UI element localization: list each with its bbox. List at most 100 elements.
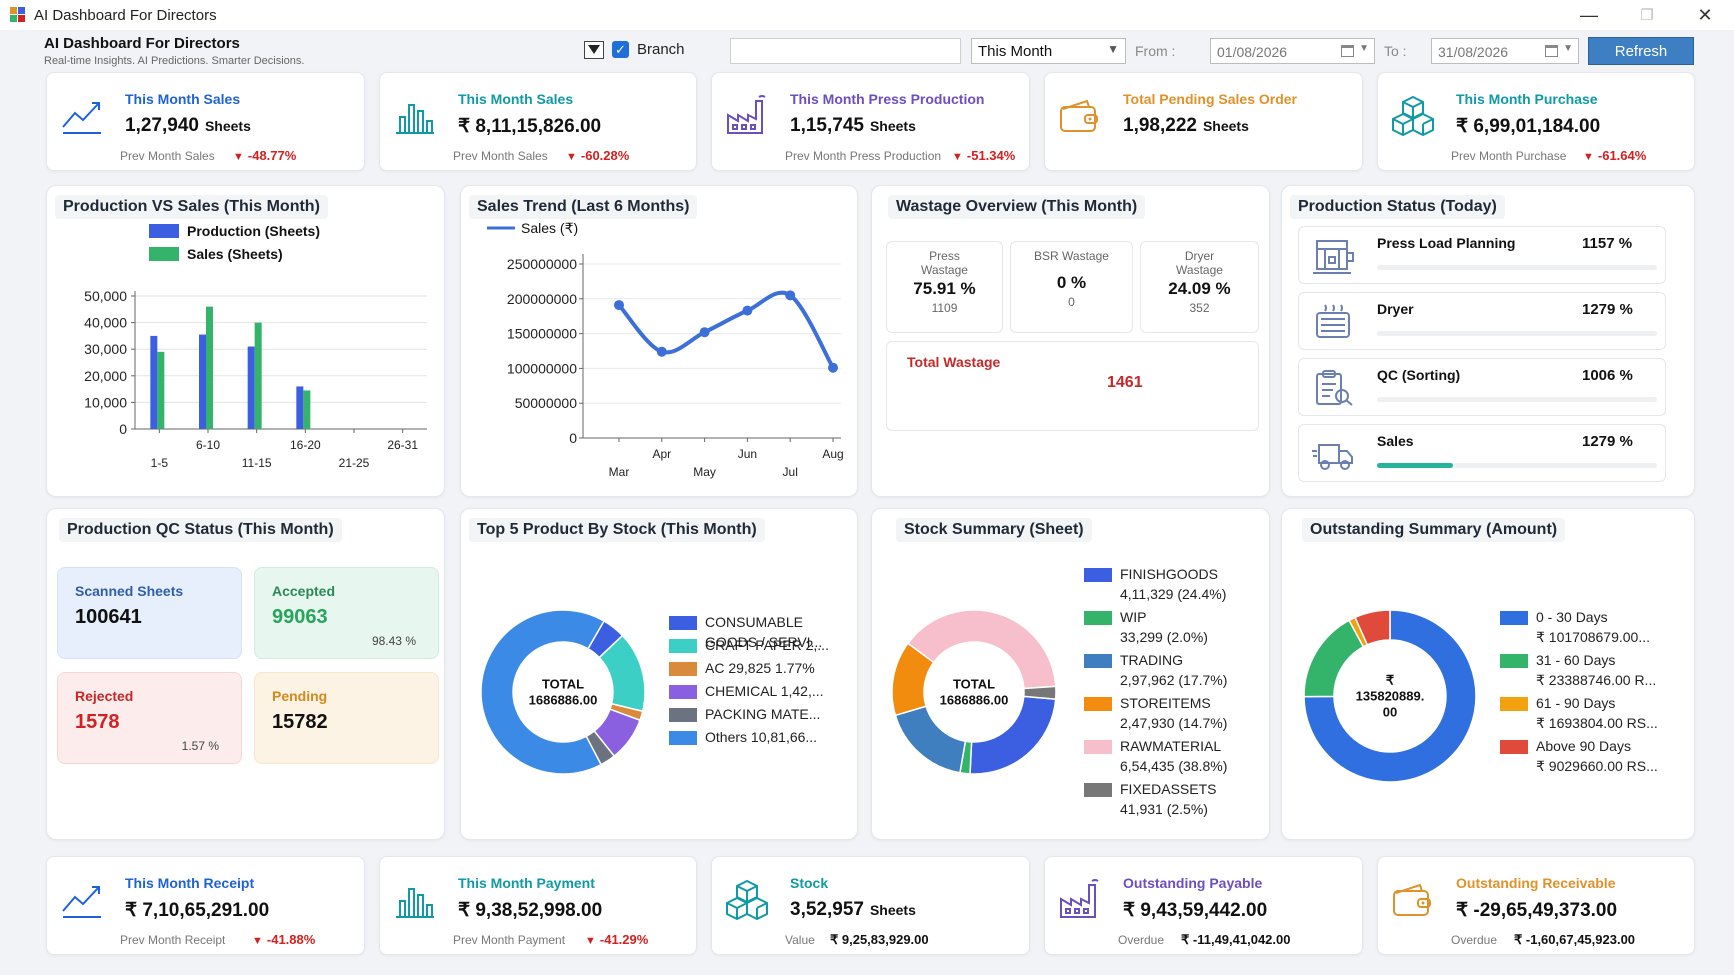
- top-kpi-card: This Month Press Production 1,15,745 Shee…: [711, 72, 1030, 171]
- branch-label: Branch: [637, 41, 685, 58]
- legend-label: Others 10,81,66...: [705, 729, 818, 745]
- status-label: Press Load Planning: [1377, 235, 1516, 251]
- data-point[interactable]: [742, 305, 753, 316]
- status-progress-track: [1377, 397, 1657, 402]
- data-point[interactable]: [699, 327, 710, 338]
- rejected-pct: 1.57 %: [181, 739, 219, 753]
- legend-label: 61 - 90 Days ₹ 1693804.00 RS...: [1536, 695, 1658, 731]
- data-point[interactable]: [785, 290, 796, 301]
- dryer-wastage-count: 352: [1189, 301, 1210, 315]
- filter-icon[interactable]: [584, 41, 604, 59]
- kpi-value-number: ₹ 7,10,65,291.00: [125, 900, 270, 921]
- legend-label: Production (Sheets): [187, 223, 320, 239]
- kpi-value-number: ₹ -29,65,49,373.00: [1456, 900, 1618, 921]
- legend-swatch: [1084, 568, 1112, 582]
- wastage-overview-panel: Wastage Overview (This Month) Press Wast…: [871, 185, 1270, 497]
- close-button[interactable]: ✕: [1697, 4, 1713, 25]
- x-tick-label: 21-25: [339, 456, 370, 470]
- kpi-title: Total Pending Sales Order: [1123, 91, 1298, 107]
- y-tick-label: 20,000: [84, 368, 127, 384]
- accepted-pct: 98.43 %: [371, 634, 416, 648]
- calendar-icon: [1545, 45, 1558, 57]
- kpi-value-number: ₹ 8,11,15,826.00: [458, 116, 602, 137]
- y-tick-label: 150000000: [507, 326, 577, 342]
- kpi-prev-label: Prev Month Payment: [453, 933, 566, 947]
- press-wastage-card: Press Wastage 75.91 % 1109: [886, 241, 1003, 333]
- wallet-icon: [1057, 93, 1103, 139]
- bar-production[interactable]: [199, 334, 206, 429]
- donut-slice[interactable]: [894, 705, 967, 774]
- kpi-value: ₹ 8,11,15,826.00: [458, 115, 607, 138]
- legend-swatch: [669, 616, 697, 630]
- maximize-button[interactable]: ❐: [1640, 7, 1654, 24]
- bar-production[interactable]: [296, 386, 304, 429]
- legend-swatch: [669, 685, 697, 699]
- chevron-down-icon: ▼: [1359, 43, 1369, 54]
- donut-slice[interactable]: [480, 609, 606, 775]
- sales-trend-line: [617, 290, 835, 369]
- wallet-icon: [1390, 877, 1436, 923]
- legend-label: STOREITEMS 2,47,930 (14.7%): [1120, 695, 1228, 731]
- donut-slice[interactable]: [906, 609, 1057, 690]
- x-tick-label: 6-10: [196, 438, 220, 452]
- production-vs-sales-chart: Production (Sheets) Sales (Sheets) 50,000 4…: [84, 223, 427, 470]
- donut-slice[interactable]: [969, 695, 1057, 775]
- kpi-value-number: ₹ 9,38,52,998.00: [458, 900, 603, 921]
- bsr-wastage-card: BSR Wastage 0 % 0: [1010, 241, 1133, 333]
- data-point[interactable]: [614, 300, 624, 311]
- to-label: To :: [1384, 43, 1407, 59]
- legend-label: PACKING MATE...: [705, 706, 821, 722]
- kpi-prev-label: Prev Month Sales: [120, 149, 215, 163]
- to-date-value: 31/08/2026: [1438, 44, 1509, 60]
- legend-label: FINISHGOODS 4,11,329 (24.4%): [1120, 566, 1227, 602]
- from-date-picker[interactable]: 01/08/2026 ▼: [1210, 38, 1375, 64]
- bar-sales[interactable]: [254, 322, 262, 429]
- x-tick-label: Aug: [822, 447, 843, 461]
- legend-label: RAWMATERIAL 6,54,435 (38.8%): [1120, 738, 1228, 774]
- donut-slice[interactable]: [1354, 609, 1391, 646]
- x-tick-label: May: [693, 465, 716, 479]
- bar-production[interactable]: [150, 335, 158, 429]
- data-point[interactable]: [828, 362, 838, 373]
- bar-sales[interactable]: [157, 351, 165, 429]
- legend-swatch: [1500, 740, 1528, 754]
- bottom-kpi-card: Stock 3,52,957 Sheets Value ₹ 9,25,83,929.0…: [711, 856, 1030, 955]
- donut-slice[interactable]: [1022, 685, 1057, 700]
- status-progress-track: [1377, 331, 1657, 336]
- donut-slice[interactable]: [1303, 609, 1477, 783]
- branch-input[interactable]: [730, 38, 961, 64]
- bar-sales[interactable]: [206, 306, 213, 429]
- legend-swatch: [1084, 697, 1112, 711]
- production-status-row: Sales 1279 %: [1298, 424, 1666, 482]
- minimize-button[interactable]: —: [1580, 4, 1598, 25]
- to-date-picker[interactable]: 31/08/2026 ▼: [1431, 38, 1579, 64]
- outstanding-summary-donut: ₹135820889.00: [1303, 609, 1477, 783]
- panel-title: Production VS Sales (This Month): [55, 195, 328, 219]
- bar-production[interactable]: [247, 346, 255, 429]
- kpi-prev-label: Value: [785, 933, 815, 947]
- bar-chart-icon: [392, 877, 438, 923]
- dashboard-subtitle: Real-time Insights. AI Predictions. Smar…: [44, 55, 305, 67]
- scanned-label: Scanned Sheets: [75, 583, 184, 599]
- kpi-value-number: 1,98,222: [1123, 115, 1197, 136]
- kpi-value: 1,27,940 Sheets: [125, 115, 251, 137]
- refresh-button[interactable]: Refresh: [1588, 37, 1694, 65]
- production-qc-panel: Production QC Status (This Month) Scanne…: [46, 508, 445, 840]
- x-tick-label: Mar: [609, 465, 630, 479]
- dashboard-title: AI Dashboard For Directors: [44, 35, 240, 52]
- data-point[interactable]: [656, 346, 667, 357]
- panel-title: Production Status (Today): [1290, 195, 1505, 219]
- bsr-wastage-pct: 0 %: [1056, 273, 1087, 292]
- period-select[interactable]: This Month ▼: [971, 38, 1126, 64]
- top5-products-panel: Top 5 Product By Stock (This Month) TOTA…: [460, 508, 858, 840]
- branch-checkbox[interactable]: ✓: [612, 41, 629, 58]
- status-progress-track: [1377, 463, 1657, 468]
- factory-icon: [724, 93, 770, 139]
- press-wastage-count: 1109: [931, 301, 958, 315]
- legend-label: Sales (₹): [521, 220, 578, 236]
- kpi-change-pct: -51.34%: [952, 148, 1015, 163]
- kpi-unit: Sheets: [869, 902, 916, 918]
- kpi-value-number: 3,52,957: [790, 899, 864, 920]
- bar-sales[interactable]: [303, 390, 311, 429]
